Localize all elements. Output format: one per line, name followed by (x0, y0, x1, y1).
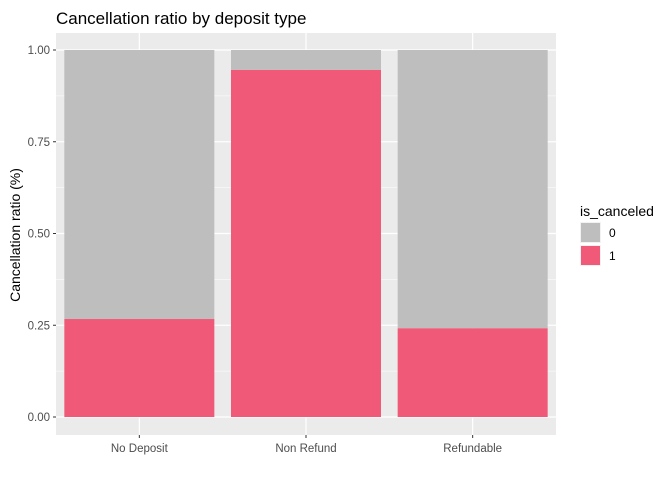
legend-label: 0 (609, 226, 616, 240)
legend: is_canceled 0 1 (580, 203, 654, 266)
x-tick-label: No Deposit (111, 443, 169, 455)
legend-title: is_canceled (580, 203, 654, 219)
x-tick-label: Non Refund (275, 443, 336, 455)
y-tick-label: 0.50 (28, 229, 50, 241)
bar-segment (64, 50, 215, 320)
bar-segment (397, 50, 548, 329)
bar-segment (64, 319, 215, 417)
bar-segment (397, 328, 548, 417)
y-axis: 0.00 0.25 0.50 0.75 1.00 (28, 45, 56, 424)
bar-segment (231, 69, 381, 418)
y-tick-label: 0.75 (28, 137, 50, 149)
legend-label: 1 (609, 249, 616, 263)
y-tick-label: 0.25 (28, 320, 50, 332)
bar-segment (231, 50, 381, 70)
bars (64, 50, 548, 418)
chart-title: Cancellation ratio by deposit type (56, 9, 306, 28)
y-tick-label: 1.00 (28, 45, 50, 57)
legend-swatch (581, 246, 600, 265)
x-tick-label: Refundable (443, 443, 502, 455)
y-tick-label: 0.00 (28, 412, 50, 424)
legend-swatch (581, 223, 600, 242)
x-axis: No Deposit Non Refund Refundable (111, 435, 502, 455)
y-axis-title: Cancellation ratio (%) (7, 168, 23, 302)
